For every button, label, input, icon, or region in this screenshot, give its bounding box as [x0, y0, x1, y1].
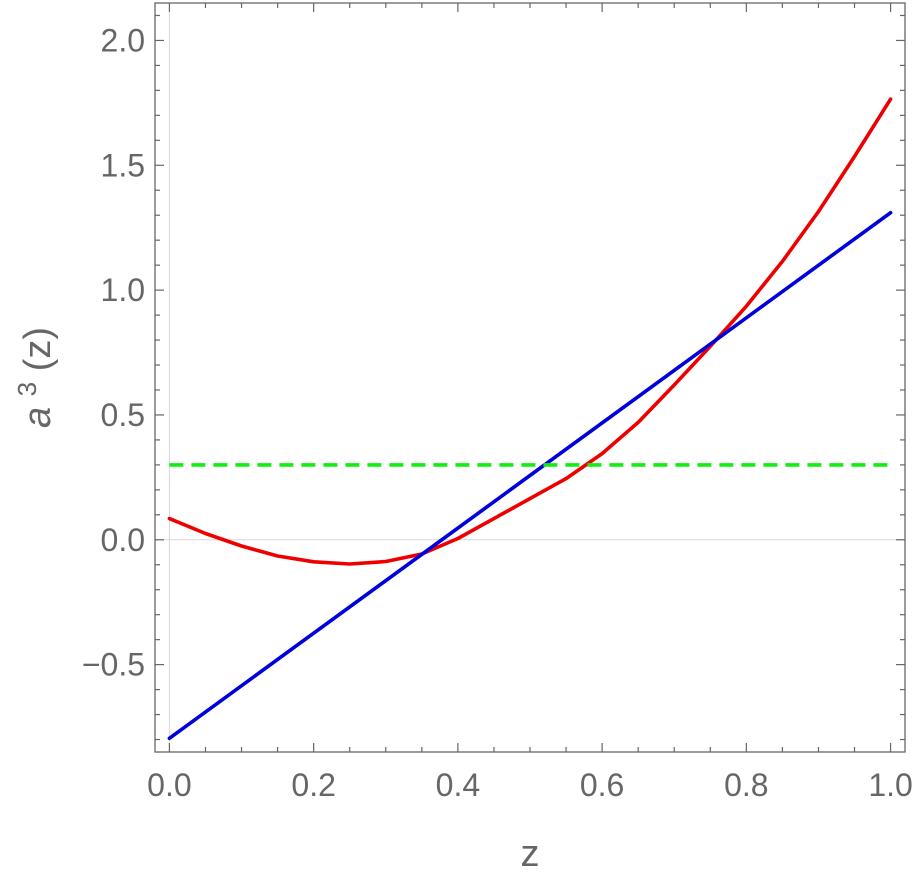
zero-lines [155, 3, 905, 752]
x-tick-label: 0.8 [724, 767, 768, 803]
x-tick-label: 0.2 [291, 767, 335, 803]
tick-labels: 0.0 0.2 0.4 0.6 0.8 1.0 −0.5 0.0 0.5 1.0 1.5 2.0 [82, 22, 913, 803]
x-tick-label: 0.6 [580, 767, 624, 803]
plot-frame [154, 2, 906, 753]
x-tick-label: 1.0 [868, 767, 912, 803]
y-tick-label: 2.0 [101, 22, 145, 58]
x-tick-label: 0.4 [436, 767, 480, 803]
x-tick-label: 0.0 [147, 767, 191, 803]
y-axis-title-superscript: 3 [12, 382, 42, 396]
y-tick-label: 1.0 [101, 272, 145, 308]
x-axis-title: z [521, 833, 540, 875]
y-tick-label: 0.5 [101, 397, 145, 433]
series-lines [167, 97, 893, 741]
y-tick-label: 1.5 [101, 147, 145, 183]
series-line-1 [167, 97, 893, 566]
y-axis-title-base: a [17, 407, 59, 428]
axis-ticks [155, 3, 905, 752]
series-line-2 [167, 210, 893, 741]
y-tick-label: −0.5 [82, 647, 145, 683]
y-tick-label: 0.0 [101, 522, 145, 558]
y-axis-title: a 3 (z) [3, 327, 59, 428]
y-axis-title-suffix: (z) [17, 327, 59, 371]
